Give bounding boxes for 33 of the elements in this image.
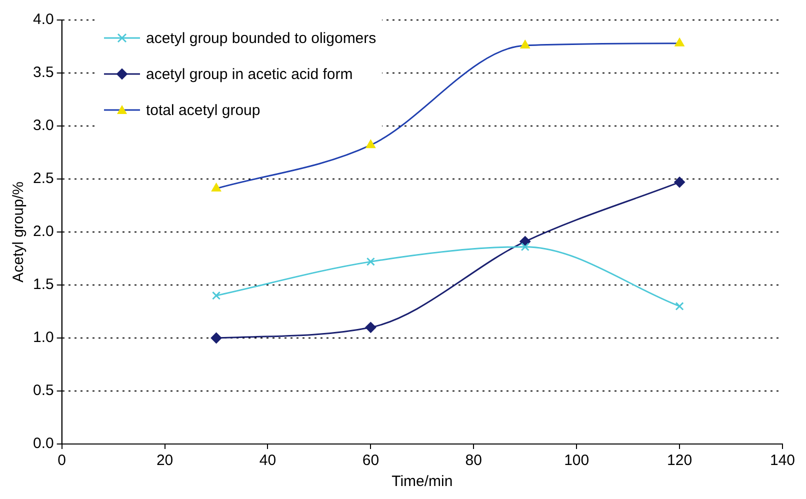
x-tick-label: 40 bbox=[259, 452, 276, 470]
x-tick-label: 120 bbox=[667, 452, 692, 470]
point bbox=[211, 183, 222, 192]
y-tick-label: 2.5 bbox=[32, 170, 54, 188]
x-tick-label: 100 bbox=[564, 452, 590, 470]
x-tick-label: 60 bbox=[362, 452, 380, 470]
point bbox=[675, 302, 684, 310]
point bbox=[520, 40, 530, 48]
y-axis-title: Acetyl group/% bbox=[10, 182, 28, 282]
x-tick-label: 80 bbox=[465, 452, 482, 470]
point bbox=[366, 140, 376, 148]
y-tick-label: 2.0 bbox=[32, 223, 54, 240]
legend-label: acetyl group in acetic acid form bbox=[146, 66, 353, 82]
y-tick-label: 0.0 bbox=[32, 435, 54, 452]
y-tick-label: 4.0 bbox=[32, 11, 54, 28]
x-axis-title: Time/min bbox=[392, 473, 453, 490]
y-tick-label: 0.5 bbox=[32, 382, 54, 400]
x-tick-label: 0 bbox=[58, 452, 66, 470]
legend-label: total acetyl group bbox=[146, 102, 260, 118]
point bbox=[674, 176, 686, 188]
point bbox=[210, 332, 222, 344]
point bbox=[365, 322, 376, 333]
point bbox=[366, 257, 375, 266]
y-tick-label: 1.5 bbox=[32, 276, 54, 294]
y-tick-label: 3.5 bbox=[32, 64, 54, 82]
point bbox=[520, 242, 530, 252]
x-tick-label: 20 bbox=[156, 452, 174, 470]
point bbox=[212, 291, 221, 300]
y-tick-label: 3.0 bbox=[32, 117, 54, 134]
x-tick-label: 140 bbox=[770, 452, 795, 470]
y-tick-label: 1.0 bbox=[32, 329, 54, 346]
point bbox=[674, 38, 684, 46]
legend-label: acetyl group bounded to oligomers bbox=[146, 30, 376, 46]
